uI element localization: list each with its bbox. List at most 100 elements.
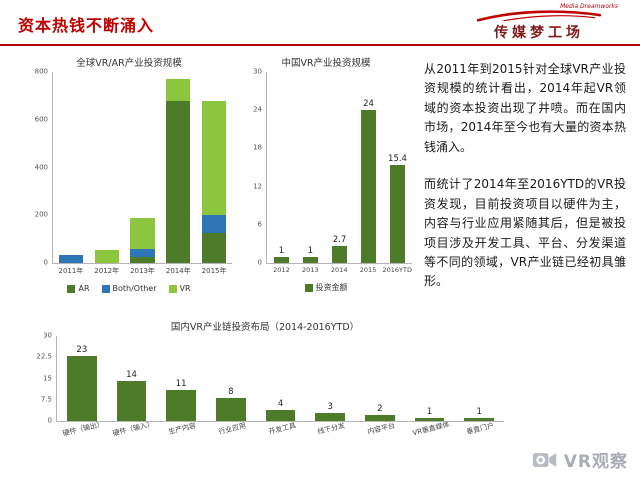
bar-value-label: 1: [426, 407, 433, 418]
bar-segment-VR: [94, 249, 119, 263]
bar-slot: 2.7: [325, 72, 354, 263]
y-tick-label: 400: [34, 163, 48, 171]
x-axis-label: 2011年: [58, 267, 84, 275]
y-tick-label: 0: [43, 258, 48, 267]
logo-text: 传媒梦工场: [494, 25, 584, 41]
global-legend: AR Both/Other VR: [26, 284, 232, 293]
china-legend: 投资金额: [240, 282, 412, 293]
china-x-labels: 2012 2013 2014 2015 2016YTD: [267, 266, 412, 274]
bar: [166, 336, 197, 421]
y-tick-label: 6: [257, 220, 262, 229]
bar-slot: 2: [355, 336, 405, 421]
bar: [58, 72, 84, 263]
bar-segment: [66, 355, 97, 421]
bar-segment-Both/Other: [201, 215, 227, 234]
bar: [201, 72, 227, 263]
bar: [364, 336, 395, 421]
watermark: VR观察: [532, 447, 628, 472]
x-axis-label: 线下分发: [316, 421, 346, 437]
chart-title: 国内VR产业链投资布局（2014-2016YTD）: [170, 322, 360, 333]
legend-item: Both/Other: [101, 284, 157, 293]
x-axis-label: 2013: [302, 266, 319, 274]
bar-segment-投资金额: [273, 256, 290, 263]
bar-value-label: 14: [126, 370, 137, 381]
bar: [265, 336, 296, 421]
legend-label: 投资金额: [315, 283, 348, 292]
x-axis-label: VR垂直媒体: [411, 420, 450, 438]
bar: [331, 72, 348, 263]
chain-plot-area: 23 14 11 8 4 3 2 1 1: [57, 336, 504, 421]
y-tick-label: 0: [47, 416, 52, 425]
bar-slot: [53, 72, 89, 263]
bar-segment: [116, 381, 147, 421]
legend-label: AR: [78, 284, 90, 293]
bar-segment-Both/Other: [58, 254, 84, 263]
commentary-paragraph-2: 而统计了2014年至2016YTD的VR投资发现，目前投资项目以硬件为主，内容与…: [424, 177, 626, 289]
bar-value-label: 1: [307, 245, 314, 256]
bar-segment-AR: [201, 233, 227, 263]
bar-value-label: 3: [327, 401, 333, 412]
china-plot-area: 1 1 2.7 24 15.4: [267, 72, 412, 263]
x-axis-label: 硬件（输入）: [111, 419, 155, 438]
bar-slot: 4: [256, 336, 306, 421]
x-axis-label: 2013年: [130, 267, 155, 275]
bar-slot: [89, 72, 125, 263]
y-tick-label: 15: [43, 374, 52, 382]
bar-slot: [125, 72, 161, 263]
chain-x-labels: 硬件（输出） 硬件（输入） 生产内容 行业应用 开发工具 线下分发 内容平台 VR垂直媒体 垂直…: [57, 419, 504, 442]
bar: [302, 72, 319, 263]
y-tick-label: 30: [43, 331, 52, 340]
vr-observer-logo-icon: [532, 452, 557, 467]
bar-segment-Both/Other: [130, 248, 155, 258]
china-y-axis: 0 6 12 18 24 30: [241, 68, 265, 266]
bar-segment-投资金额: [360, 110, 377, 263]
y-tick-label: 600: [34, 115, 48, 124]
logo-subtitle: Media Dreamworks: [560, 3, 618, 10]
bar-slot: 1: [267, 72, 296, 263]
y-tick-label: 200: [34, 210, 48, 219]
bar-segment-AR: [166, 100, 191, 263]
x-axis-label: 2015年: [201, 267, 227, 275]
bar-segment-投资金额: [302, 256, 319, 263]
bar-slot: [196, 72, 232, 263]
bar-value-label: 1: [278, 245, 285, 256]
legend-swatch: [101, 284, 110, 293]
x-axis-label: 开发工具: [267, 421, 297, 437]
x-axis-label: 2012年: [94, 267, 120, 275]
bar-slot: 11: [156, 336, 206, 421]
bar: [273, 72, 290, 263]
bar: [166, 72, 191, 263]
y-tick-label: 24: [253, 105, 262, 114]
x-axis-label: 2012: [273, 266, 290, 274]
x-axis-label: 2014年: [165, 267, 191, 275]
legend-item: 投资金额: [304, 282, 348, 293]
x-axis-label: 2016YTD: [382, 266, 413, 274]
legend-swatch: [67, 284, 76, 293]
legend-item: VR: [168, 284, 191, 293]
x-axis-label: 行业应用: [217, 421, 247, 437]
bar: [464, 336, 495, 421]
bar-segment: [364, 415, 395, 421]
bar-value-label: 2.7: [332, 234, 347, 245]
bar-slot: 24: [354, 72, 383, 263]
bar-slot: 1: [454, 336, 504, 421]
global-y-axis: 0 200 400 600 800: [27, 68, 51, 266]
bar-segment-AR: [130, 257, 155, 263]
logo-swoosh-icon: [476, 10, 602, 22]
global-x-labels: 2011年 2012年 2013年 2014年 2015年: [53, 266, 232, 276]
chain-y-axis: 0 7.5 15 22.5 30: [27, 331, 55, 424]
chart-global-vr-ar-investment: 全球VR/AR产业投资规模 0 200 400 600 800 2011年 2012年 20…: [26, 56, 232, 293]
bar-slot: 8: [206, 336, 256, 421]
bar-slot: 1: [296, 72, 325, 263]
chart-title: 全球VR/AR产业投资规模: [76, 58, 182, 69]
x-axis-label: 垂直门户: [465, 421, 495, 437]
bar-slot: 14: [107, 336, 157, 421]
chart-china-vr-investment: 中国VR产业投资规模 0 6 12 18 24 30 1 1 2.7 24 15.4 2012 20…: [240, 56, 412, 293]
bar-value-label: 4: [277, 398, 284, 409]
bar-segment: [315, 412, 346, 421]
bar: [215, 336, 246, 421]
bar: [360, 72, 377, 263]
china-plot-frame: 0 6 12 18 24 30 1 1 2.7 24 15.4: [253, 68, 412, 266]
bar-segment-投资金额: [331, 245, 348, 263]
legend-label: VR: [179, 284, 191, 293]
